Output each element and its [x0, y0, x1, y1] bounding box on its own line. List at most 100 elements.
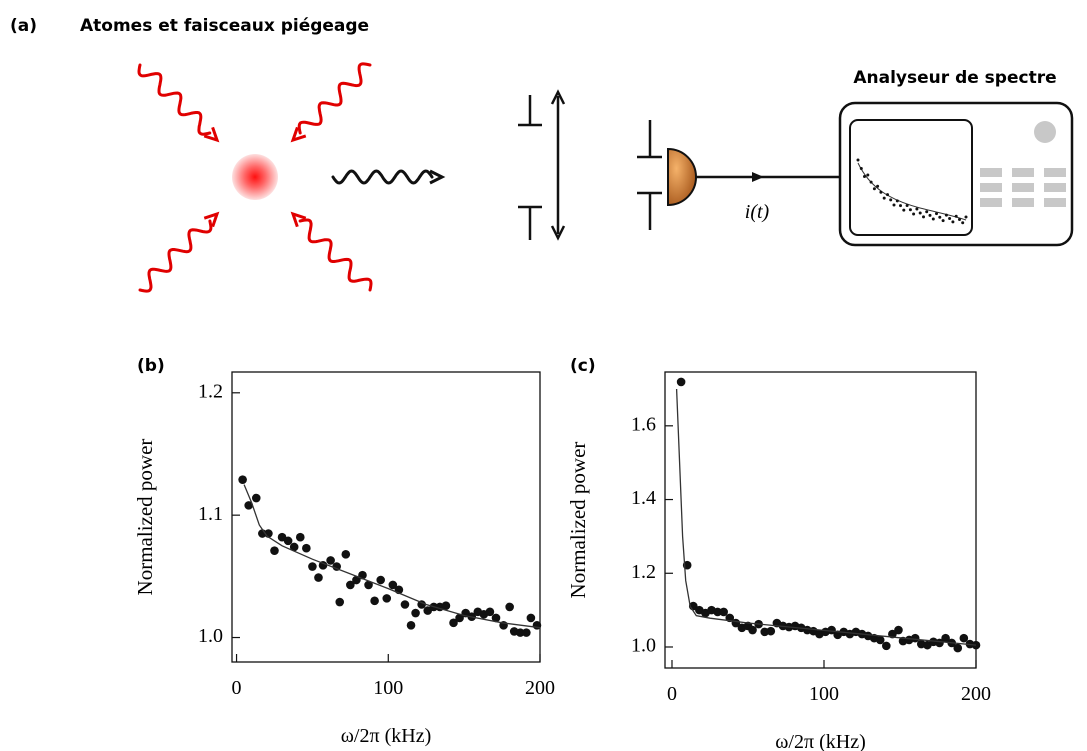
data-point: [827, 625, 836, 635]
screen-dot: [958, 218, 961, 221]
data-point: [910, 633, 920, 643]
data-point: [941, 633, 950, 643]
beam-arrowhead: [290, 126, 307, 143]
data-point: [283, 536, 293, 546]
panel-title: Atomes et faisceaux piégeage: [80, 16, 369, 36]
wavy-beam: [298, 218, 373, 292]
wavy-beam: [138, 219, 213, 293]
y-axis-label: Normalized power: [566, 442, 590, 599]
data-point: [766, 626, 776, 636]
screen-dot: [882, 196, 886, 200]
screen-dot: [938, 215, 942, 219]
data-point: [406, 620, 416, 630]
plot-frame: [664, 371, 977, 669]
screen-dot: [944, 213, 948, 217]
beam-arrowhead: [429, 169, 446, 185]
data-point: [411, 608, 420, 618]
screen-dot: [895, 199, 899, 203]
screen-dot: [915, 207, 919, 211]
data-point: [713, 607, 722, 617]
aperture: [637, 120, 662, 230]
screen-dot: [905, 204, 909, 207]
data-point: [491, 613, 501, 623]
screen-dot: [879, 190, 883, 194]
data-point: [370, 596, 379, 606]
data-point: [314, 573, 323, 582]
lens: [518, 89, 566, 241]
data-point: [332, 562, 341, 571]
screen-dot: [925, 210, 929, 214]
data-point: [382, 594, 392, 603]
screen-dot: [961, 221, 965, 225]
data-point: [959, 633, 969, 643]
screen-dot: [918, 211, 922, 215]
detector: [667, 147, 697, 207]
y-tick-label: 1.2: [631, 561, 656, 583]
panel-label: (a): [10, 16, 37, 36]
analyzer-screen: [849, 119, 973, 236]
x-axis-label: ω/2π (kHz): [775, 731, 865, 751]
screen-dot: [863, 175, 866, 178]
panel-label: (c): [570, 356, 596, 376]
x-tick-label: 200: [961, 683, 991, 705]
data-point: [244, 501, 253, 510]
screen-dot: [928, 213, 932, 217]
data-point: [719, 607, 728, 617]
analyzer-label: Analyseur de spectre: [853, 68, 1056, 88]
screen-dot: [872, 187, 876, 191]
screen-dot: [902, 208, 906, 212]
screen-dot: [876, 184, 880, 188]
screen-dot: [935, 212, 938, 216]
data-point: [258, 529, 267, 538]
panel-a: (a) Atomes et faisceaux piégeage i(t) An…: [10, 16, 1074, 247]
fit-line: [675, 388, 977, 646]
data-point: [748, 625, 757, 635]
data-point: [376, 575, 385, 585]
data-point: [532, 620, 542, 630]
data-point: [971, 640, 981, 650]
data-point: [388, 580, 398, 590]
atom-cloud: [232, 154, 278, 200]
data-point: [882, 641, 891, 651]
screen-dot: [941, 219, 945, 223]
screen-dot: [892, 203, 896, 207]
data-point: [341, 550, 351, 559]
screen-dot: [866, 173, 870, 177]
data-point: [251, 493, 261, 503]
plot-frame: [231, 371, 541, 663]
data-point: [326, 556, 335, 565]
data-point: [522, 628, 531, 637]
screen-dot: [951, 220, 955, 224]
wavy-beam: [297, 62, 372, 135]
screen-dots: [856, 158, 968, 225]
data-point: [505, 602, 514, 612]
data-point: [346, 580, 355, 590]
fit-line: [243, 484, 541, 629]
data-point: [238, 475, 247, 484]
data-point: [676, 377, 686, 387]
analyzer-knob: [1034, 121, 1056, 143]
x-tick-label: 0: [667, 683, 677, 705]
screen-dot: [931, 217, 935, 221]
screen-dot: [908, 208, 912, 212]
wavy-beam: [331, 169, 434, 185]
data-point: [526, 613, 536, 623]
signal-label: i(t): [745, 201, 770, 223]
data-point: [485, 607, 495, 617]
y-tick-label: 1.6: [631, 413, 656, 435]
y-axis-label: Normalized power: [133, 439, 157, 596]
beam-arrowhead: [203, 126, 220, 143]
screen-dot: [886, 193, 889, 197]
data-point: [364, 580, 373, 590]
data-point: [449, 618, 458, 628]
data-point: [515, 628, 525, 637]
data-point: [441, 601, 451, 611]
data-point: [894, 625, 903, 635]
screen-dot: [859, 167, 863, 170]
screen-dot: [856, 158, 860, 162]
x-tick-label: 200: [525, 677, 555, 699]
screen-dot: [889, 198, 893, 202]
signal-arrow: [752, 172, 764, 182]
screen-dot: [948, 217, 952, 220]
